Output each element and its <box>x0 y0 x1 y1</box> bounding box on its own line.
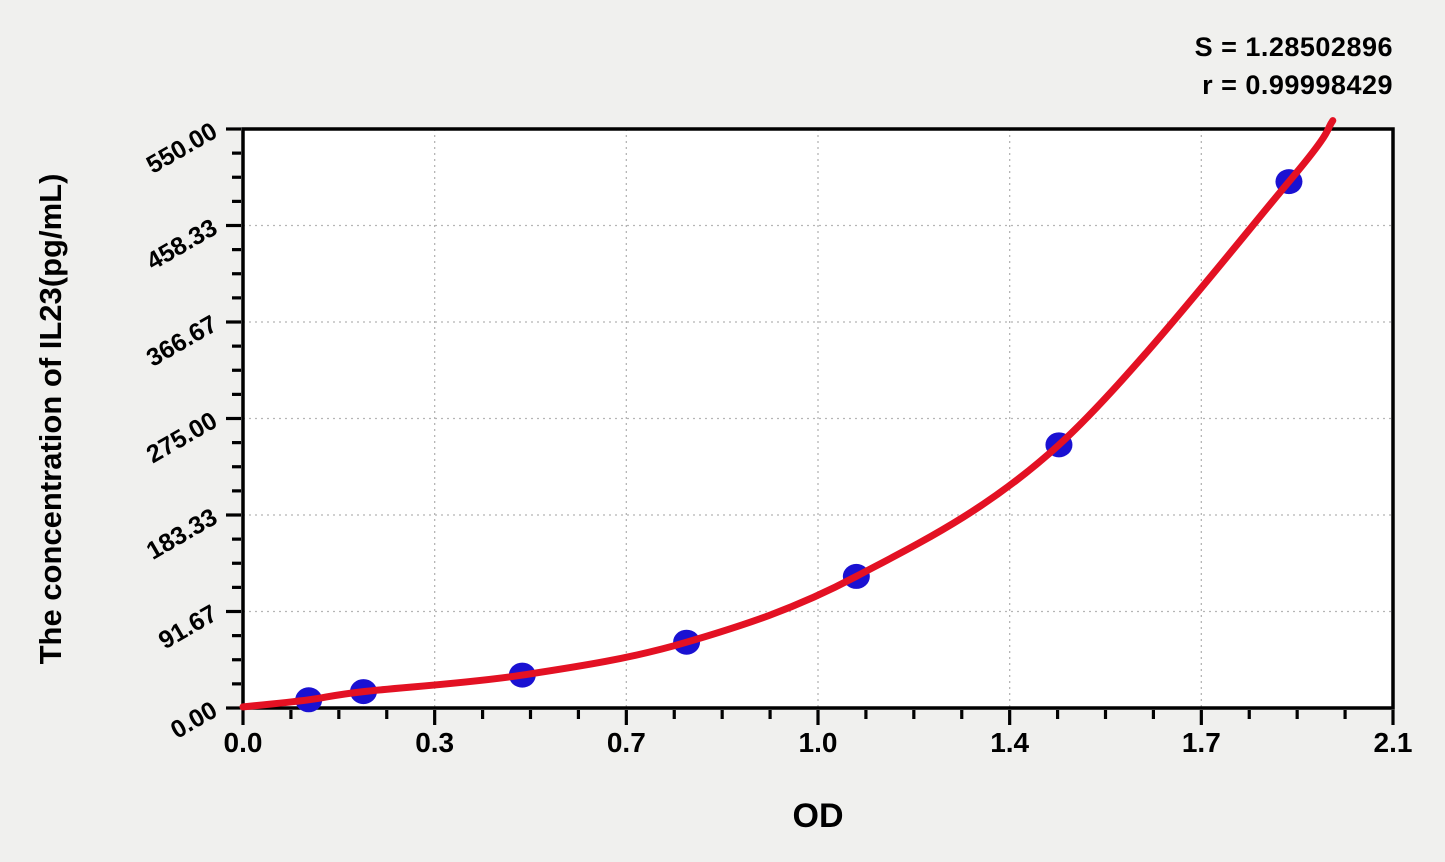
fitted-curve <box>239 117 1337 711</box>
y-axis-title: The concentration of IL23(pg/mL) <box>33 173 68 665</box>
y-tick-label: 458.33 <box>142 213 222 275</box>
x-tick-label: 0.0 <box>224 727 263 758</box>
y-tick-label: 0.00 <box>166 696 222 745</box>
x-tick-label: 2.1 <box>1374 727 1413 758</box>
y-tick-label: 91.67 <box>154 599 222 655</box>
fit-statistics: S = 1.28502896 r = 0.99998429 <box>1195 28 1393 104</box>
x-tick-label: 0.7 <box>607 727 646 758</box>
stat-s-line: S = 1.28502896 <box>1194 32 1393 62</box>
stat-r-line: r = 0.99998429 <box>1202 70 1393 100</box>
x-tick-label: 1.4 <box>990 727 1029 758</box>
y-tick-label: 366.67 <box>142 310 222 372</box>
x-axis-title: OD <box>792 797 844 835</box>
y-tick-label: 183.33 <box>142 503 222 565</box>
plot-border <box>241 127 1395 710</box>
y-tick-label: 275.00 <box>142 406 222 468</box>
y-tick-label: 550.00 <box>142 117 222 179</box>
x-tick-label: 1.0 <box>799 727 838 758</box>
x-tick-label: 0.3 <box>415 727 454 758</box>
x-tick-label: 1.7 <box>1182 727 1221 758</box>
